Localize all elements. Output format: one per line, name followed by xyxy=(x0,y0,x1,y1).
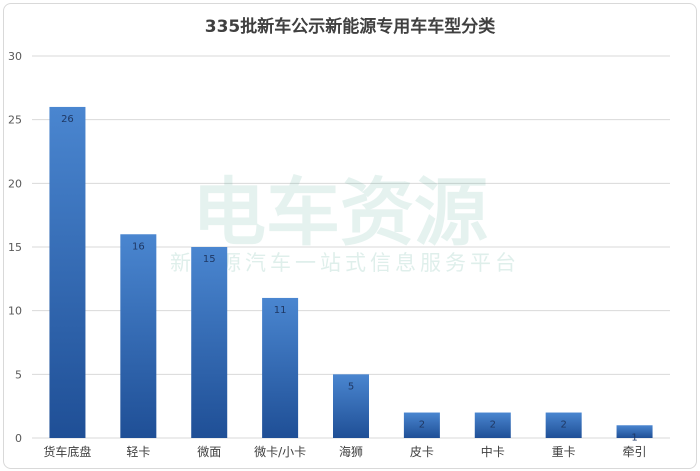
x-tick-label: 重卡 xyxy=(552,445,576,459)
data-label: 11 xyxy=(274,305,287,316)
bar xyxy=(262,297,299,438)
bar xyxy=(403,412,440,438)
data-label: 16 xyxy=(132,241,145,252)
data-label: 5 xyxy=(348,381,354,392)
bar xyxy=(49,106,86,438)
watermark-brand: 电车资源 xyxy=(192,170,488,256)
y-tick-label: 25 xyxy=(8,114,22,127)
x-tick-label: 微卡/小卡 xyxy=(254,445,306,459)
data-label: 15 xyxy=(203,254,216,265)
x-tick-label: 中卡 xyxy=(481,444,505,459)
x-tick-label: 微面 xyxy=(197,445,221,459)
y-tick-label: 0 xyxy=(15,432,22,445)
x-tick-label: 货车底盘 xyxy=(43,444,91,459)
data-label: 1 xyxy=(631,432,637,443)
y-tick-label: 30 xyxy=(8,50,22,63)
y-tick-label: 5 xyxy=(15,368,22,381)
bar xyxy=(333,374,369,438)
y-axis: 0 5 10 15 20 25 30 xyxy=(8,50,22,445)
x-axis: 货车底盘 轻卡 微面 微卡/小卡 海狮 皮卡 中卡 重卡 牵引 xyxy=(43,444,646,459)
y-tick-label: 10 xyxy=(8,305,22,318)
bar xyxy=(191,247,228,438)
bar xyxy=(616,425,653,438)
bar xyxy=(545,412,582,438)
chart-title: 335批新车公示新能源专用车车型分类 xyxy=(204,17,496,37)
x-tick-label: 海狮 xyxy=(339,444,363,459)
bar xyxy=(120,234,157,438)
data-label: 2 xyxy=(419,420,425,431)
x-tick-label: 皮卡 xyxy=(410,445,434,459)
x-tick-label: 轻卡 xyxy=(126,445,150,459)
watermark: 电车资源 新能源汽车一站式信息服务平台 xyxy=(170,170,520,275)
data-labels: 26 16 15 11 5 2 2 2 1 xyxy=(61,114,638,443)
bars xyxy=(49,106,653,438)
data-label: 2 xyxy=(490,420,496,431)
data-label: 26 xyxy=(61,114,74,125)
x-tick-label: 牵引 xyxy=(623,445,647,459)
watermark-slogan: 新能源汽车一站式信息服务平台 xyxy=(170,251,520,275)
y-tick-label: 15 xyxy=(8,241,22,254)
bar xyxy=(474,412,511,438)
data-label: 2 xyxy=(560,420,566,431)
y-tick-label: 20 xyxy=(8,177,22,190)
